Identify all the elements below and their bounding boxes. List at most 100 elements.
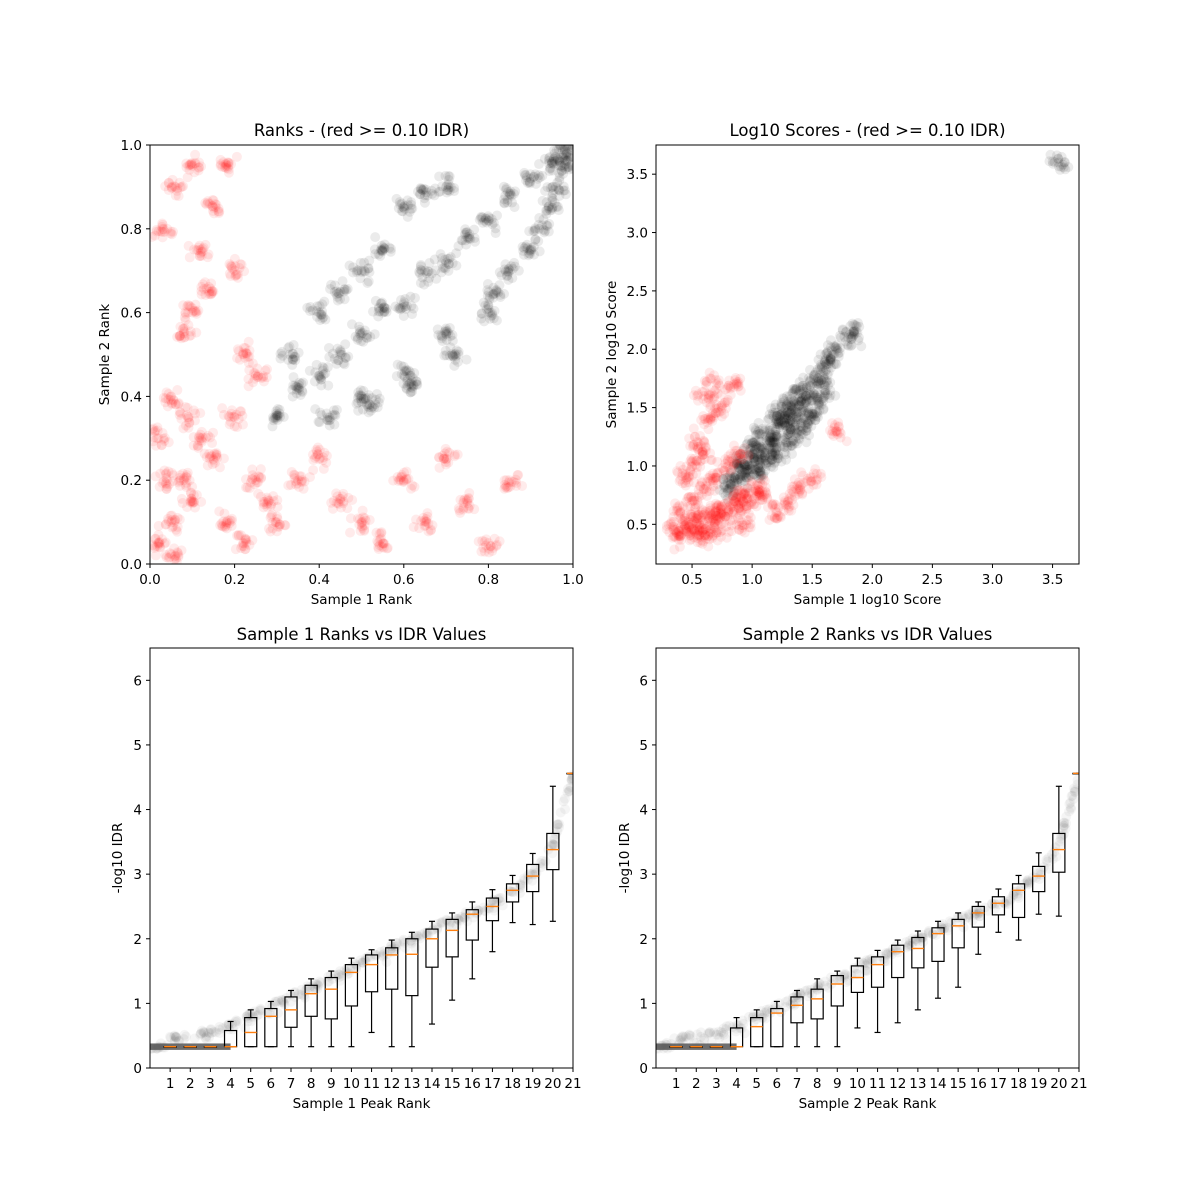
scores-density-point	[809, 392, 820, 403]
scores-density-point	[694, 525, 705, 536]
s1_idr-x-tick-label: 4	[226, 1076, 235, 1092]
ranks-density-point	[483, 211, 494, 222]
ranks-density-point	[440, 263, 451, 274]
scores-point	[687, 525, 698, 536]
ranks-density-point	[207, 205, 218, 216]
scores-density-point	[797, 392, 808, 403]
scores-density-point	[820, 366, 831, 377]
ranks-density-point	[539, 227, 550, 238]
scores-density-point	[694, 446, 705, 457]
s1_idr-background-point	[179, 1029, 190, 1040]
scores-density-point	[707, 394, 718, 405]
ranks-density-point	[567, 145, 573, 153]
scores-density-point	[716, 406, 727, 417]
scores-density-point	[767, 432, 778, 443]
ranks-point	[335, 349, 346, 360]
scores-point	[729, 495, 740, 506]
s1_idr-background-point	[311, 978, 322, 989]
ranks-density-point	[333, 355, 344, 366]
ranks-density-point	[232, 353, 243, 364]
scores-density-point	[738, 497, 749, 508]
scores-density-point	[713, 375, 724, 386]
scores-density-point	[746, 476, 757, 487]
scores-density-point	[739, 501, 750, 512]
ranks-density-point	[178, 323, 189, 334]
ranks-density-point	[441, 329, 452, 340]
ranks-density-point	[461, 239, 472, 250]
ranks-density-point	[241, 348, 252, 359]
scores-density-point	[726, 482, 737, 493]
scores-density-point	[801, 396, 812, 407]
scores-density-point	[724, 375, 735, 386]
ranks-density-point	[394, 474, 405, 485]
ranks-density-point	[488, 282, 499, 293]
scores-density-point	[807, 406, 818, 417]
ranks-density-point	[356, 390, 367, 401]
ranks-density-point	[173, 398, 184, 409]
scores-density-point	[759, 452, 770, 463]
ranks-density-point	[408, 380, 419, 391]
scores-density-point	[683, 517, 694, 528]
ranks-density-point	[402, 200, 413, 211]
ranks-density-point	[450, 354, 461, 365]
scores-density-point	[805, 475, 816, 486]
scores-point	[693, 437, 704, 448]
ranks-density-point	[150, 540, 158, 551]
ranks-density-point	[358, 385, 369, 396]
ranks-density-point	[307, 449, 318, 460]
ranks-density-point	[506, 190, 517, 201]
ranks-density-point	[294, 377, 305, 388]
ranks-density-point	[152, 425, 163, 436]
ranks-density-point	[548, 153, 559, 164]
scores-density-point	[796, 480, 807, 491]
scores-density-point	[670, 498, 681, 509]
scores-density-point	[811, 468, 822, 479]
scores-point	[795, 425, 806, 436]
scores-density-point	[797, 394, 808, 405]
scores-density-point	[815, 359, 826, 370]
ranks-density-point	[196, 286, 207, 297]
scores-density-point	[667, 521, 678, 532]
ranks-density-point	[175, 408, 186, 419]
ranks-density-point	[362, 329, 373, 340]
scores-density-point	[706, 473, 717, 484]
scores-density-point	[798, 406, 809, 417]
ranks-density-point	[424, 258, 435, 269]
scores-density-point	[798, 391, 809, 402]
ranks-density-point	[352, 392, 363, 403]
ranks-density-point	[268, 496, 279, 507]
scores-density-point	[755, 474, 766, 485]
scores-density-point	[716, 411, 727, 422]
scores-density-point	[748, 499, 759, 510]
scores-density-point	[764, 514, 775, 525]
scores-density-point	[823, 355, 834, 366]
scores-density-point	[742, 456, 753, 467]
scores-density-point	[748, 437, 759, 448]
s1_idr-background-point	[527, 875, 538, 886]
scores-density-point	[803, 415, 814, 426]
scores-density-point	[787, 435, 798, 446]
scores-point	[693, 530, 704, 541]
s2_idr-background-point	[695, 1031, 706, 1042]
scores-density-point	[751, 463, 762, 474]
scores-density-point	[695, 481, 706, 492]
ranks-density-point	[512, 470, 523, 481]
scores-density-point	[744, 470, 755, 481]
scores-density-point	[780, 497, 791, 508]
ranks-density-point	[452, 356, 463, 367]
s2_idr-background-point	[960, 913, 971, 924]
ranks-density-point	[524, 177, 535, 188]
scores-x-tick-label: 1.0	[741, 572, 762, 588]
scores-density-point	[767, 448, 778, 459]
s2_idr-background-point	[692, 1029, 703, 1040]
ranks-density-point	[391, 371, 402, 382]
ranks-density-point	[177, 498, 188, 509]
ranks-point	[563, 152, 573, 163]
ranks-density-point	[280, 520, 291, 531]
scores-density-point	[698, 411, 709, 422]
scores-density-point	[738, 459, 749, 470]
ranks-density-point	[401, 303, 412, 314]
s1_idr-x-tick-label: 20	[544, 1076, 561, 1092]
ranks-density-point	[167, 181, 178, 192]
ranks-point	[166, 391, 177, 402]
